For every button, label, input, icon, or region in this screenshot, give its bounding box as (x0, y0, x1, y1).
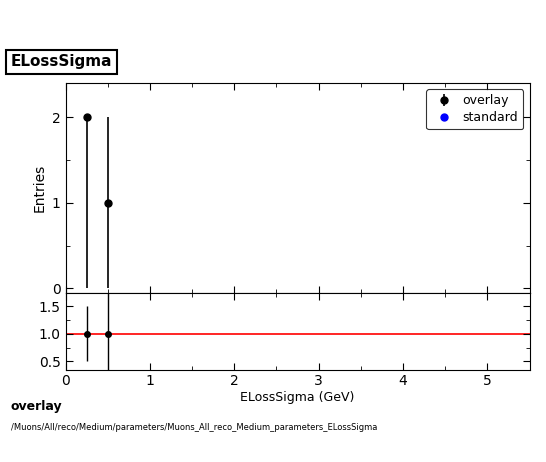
Legend: overlay, standard: overlay, standard (426, 90, 524, 129)
X-axis label: ELossSigma (GeV): ELossSigma (GeV) (240, 391, 355, 404)
Text: ELossSigma: ELossSigma (11, 55, 112, 69)
Y-axis label: Entries: Entries (32, 164, 46, 212)
Text: overlay: overlay (11, 400, 63, 413)
Text: /Muons/All/reco/Medium/parameters/Muons_All_reco_Medium_parameters_ELossSigma: /Muons/All/reco/Medium/parameters/Muons_… (11, 423, 377, 432)
